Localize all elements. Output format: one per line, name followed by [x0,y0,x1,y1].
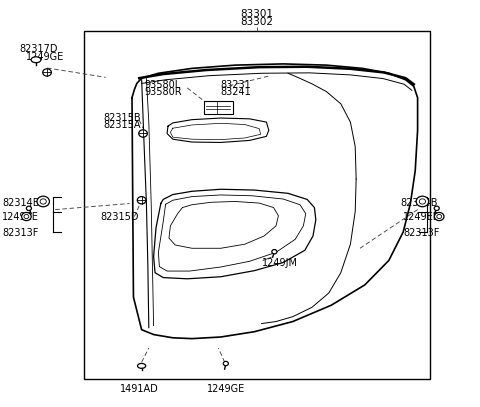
Text: 82315B: 82315B [103,113,141,123]
Text: 1249GE: 1249GE [26,52,65,62]
Text: 1249EE: 1249EE [403,212,440,222]
Circle shape [37,196,49,207]
Circle shape [272,249,277,254]
Circle shape [416,196,429,207]
Circle shape [137,197,146,204]
Circle shape [26,206,32,210]
Text: 1491AD: 1491AD [120,384,158,394]
Text: 83231: 83231 [221,81,252,90]
Text: 82314B: 82314B [401,199,438,208]
Circle shape [223,361,228,366]
Text: 82315D: 82315D [101,212,139,221]
Text: 82317D: 82317D [19,44,58,54]
Text: 1249JM: 1249JM [262,258,298,267]
Text: 83241: 83241 [221,88,252,97]
Circle shape [139,130,147,137]
Text: 1249GE: 1249GE [206,384,245,394]
Circle shape [43,69,51,76]
Text: 82313F: 82313F [2,228,39,238]
Text: 93580R: 93580R [144,88,181,97]
Text: 82315A: 82315A [103,120,141,130]
Text: 93580L: 93580L [144,81,180,90]
Text: 83302: 83302 [240,18,273,27]
Ellipse shape [137,363,146,368]
Circle shape [434,206,439,210]
Text: 83301: 83301 [240,9,273,19]
Text: 1249EE: 1249EE [2,212,39,222]
Bar [84,31,430,379]
Circle shape [22,212,31,221]
Ellipse shape [31,57,41,63]
Text: 82313F: 82313F [403,228,440,238]
Circle shape [434,212,444,221]
Text: 82314B: 82314B [2,199,40,208]
